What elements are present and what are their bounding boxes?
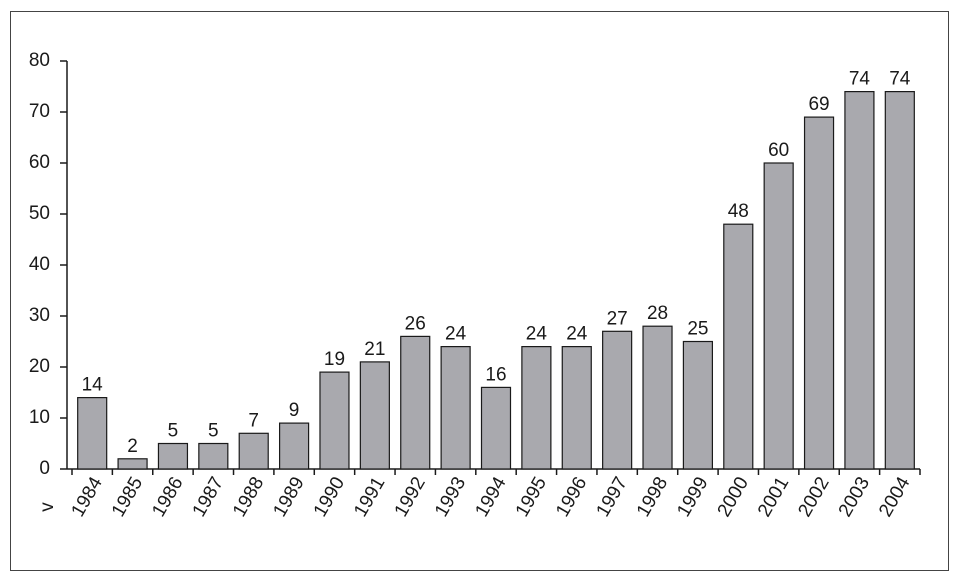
x-tick-label-2004: 2004 [875,473,915,520]
bar-1990 [319,371,350,470]
x-tick-label-2002: 2002 [794,474,833,521]
bar-1997 [602,330,633,470]
x-tick-label-1990: 1990 [310,474,349,521]
bar-2001 [763,162,794,470]
x-tick-label-1995: 1995 [512,474,551,521]
data-label-1987: 5 [208,421,219,442]
data-label-1986: 5 [168,421,179,442]
data-label-1991: 21 [364,339,385,360]
bar-1987 [198,442,229,470]
bar-1991 [359,361,390,470]
bar-1988 [238,432,269,470]
bar-1986 [157,442,189,470]
x-tick-label-2003: 2003 [835,474,874,521]
bar-1994 [480,386,512,470]
data-label-1990: 19 [324,349,345,370]
data-label-1993: 24 [445,324,467,345]
bar-1985 [117,458,148,470]
bar-1992 [400,335,431,470]
x-tick-label-1986: 1986 [148,474,187,521]
data-label-1998: 28 [647,303,668,324]
data-label-1988: 7 [248,410,259,431]
x-tick-label-1997: 1997 [592,474,631,521]
data-label-1984: 14 [82,375,104,396]
y-tick-label: 50 [29,203,50,224]
y-tick-label: 60 [29,152,50,173]
data-label-1992: 26 [405,313,426,334]
bar-1999 [682,340,714,470]
x-tick-label-1991: 1991 [350,474,389,521]
y-tick-label: 70 [29,101,50,122]
x-tick-label-1993: 1993 [431,474,470,521]
data-label-2000: 48 [728,201,749,222]
y-tick-label: 40 [29,254,50,275]
y-tick-label: 30 [29,305,50,326]
data-label-1995: 24 [526,324,548,345]
bar-2003 [844,90,875,470]
x-tick-label-1988: 1988 [229,474,268,521]
bar-2000 [723,223,754,470]
data-label-2004: 74 [889,69,911,90]
y-tick-label: 10 [29,407,50,428]
x-tick-label-1985: 1985 [108,474,147,521]
x-tick-label-1987: 1987 [189,474,228,521]
data-label-1989: 9 [289,400,300,421]
x-tick-label-1998: 1998 [633,474,672,521]
data-label-2003: 74 [849,69,871,90]
x-tick-label-1992: 1992 [391,474,430,521]
y-tick-label: 0 [39,458,50,479]
bar-1984 [77,397,108,470]
bar-1996 [561,346,592,470]
data-label-1999: 25 [687,319,708,340]
data-label-1985: 2 [127,436,138,457]
bar-1995 [521,346,552,470]
x-tick-label-1996: 1996 [552,474,591,521]
x-tick-label-1984: 1984 [68,473,108,520]
data-label-1994: 16 [485,364,506,385]
y-tick-label: 80 [29,50,50,71]
x-tick-label-1994: 1994 [471,473,511,520]
data-label-2001: 60 [768,140,789,161]
bar-1998 [642,325,673,470]
data-label-1997: 27 [607,308,628,329]
x-tick-label-1999: 1999 [673,474,712,521]
bar-1989 [278,422,310,470]
bar-2004 [884,90,915,470]
y-tick-label: 20 [29,356,50,377]
x-tick-label-2001: 2001 [754,474,793,521]
data-label-2002: 69 [808,94,829,115]
data-label-1996: 24 [566,324,588,345]
bar-1993 [440,346,471,470]
axis-marker: v [37,502,58,512]
x-tick-label-2000: 2000 [714,474,753,521]
x-tick-label-1989: 1989 [269,474,308,521]
bar-2002 [803,116,835,470]
